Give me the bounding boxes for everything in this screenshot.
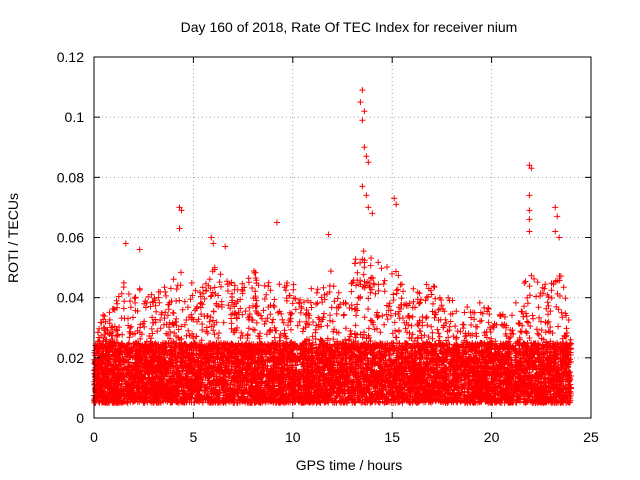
x-axis: 0 5 10 15 20 25	[90, 57, 599, 445]
y-tick-label: 0.08	[57, 169, 84, 185]
y-axis: 0 0.02 0.04 0.06 0.08 0.1 0.12	[57, 49, 591, 426]
y-axis-label: ROTI / TECUs	[5, 193, 21, 283]
x-tick-label: 5	[190, 429, 198, 445]
chart-title: Day 160 of 2018, Rate Of TEC Index for r…	[181, 19, 518, 35]
y-tick-label: 0.12	[57, 49, 84, 65]
y-tick-label: 0.04	[57, 290, 84, 306]
x-tick-label: 10	[285, 429, 301, 445]
y-tick-label: 0.06	[57, 230, 84, 246]
y-tick-label: 0.02	[57, 350, 84, 366]
x-tick-label: 15	[384, 429, 400, 445]
roti-points	[91, 87, 574, 406]
x-tick-label: 0	[90, 429, 98, 445]
x-axis-label: GPS time / hours	[296, 457, 403, 473]
data-points	[91, 87, 574, 406]
y-tick-label: 0	[76, 410, 84, 426]
x-tick-label: 25	[583, 429, 599, 445]
x-tick-label: 20	[484, 429, 500, 445]
y-tick-label: 0.1	[65, 109, 85, 125]
